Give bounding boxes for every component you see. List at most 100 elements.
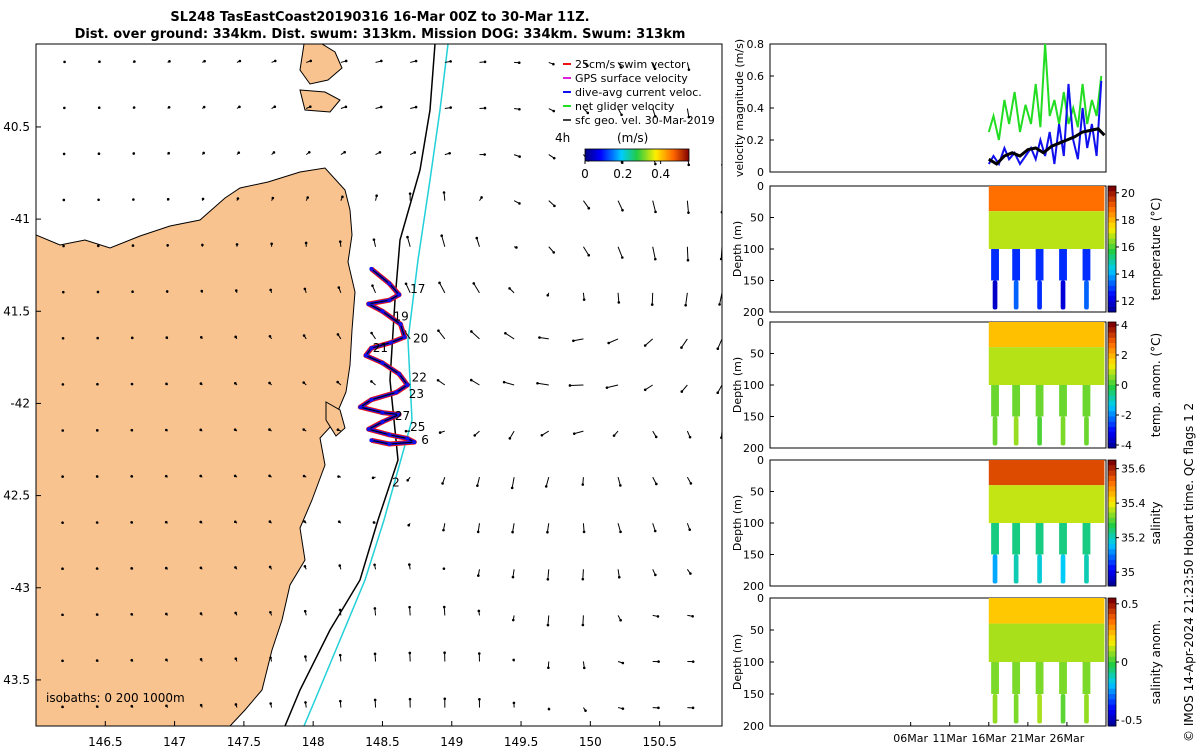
vector-head <box>408 563 411 566</box>
track-point <box>387 298 392 303</box>
surface-vector <box>476 237 480 247</box>
vector-head <box>654 435 658 439</box>
surface-vector <box>407 236 411 247</box>
surface-vector <box>441 235 446 247</box>
isobath-label: isobaths: 0 200 1000m <box>46 691 185 705</box>
y-tick-label: -43 <box>10 581 30 595</box>
vector-head <box>379 105 383 109</box>
vector-head <box>309 59 313 63</box>
y-tick-label: 150 <box>743 549 764 562</box>
surface-vector <box>681 338 688 348</box>
x-tick-label: 148.5 <box>365 735 399 749</box>
colorbar-segment <box>1108 254 1116 260</box>
vector-head <box>61 383 65 386</box>
vector-head <box>483 153 486 156</box>
colorbar-tick-label: 16 <box>1121 241 1135 254</box>
legend-label: net glider velocity <box>575 100 675 113</box>
vector-head <box>97 198 100 202</box>
surface-vector <box>582 569 584 580</box>
vector-head <box>303 565 307 568</box>
colorbar-segment <box>1108 390 1116 396</box>
vector-head <box>546 530 549 534</box>
temperature-panel: 0 50 100 150 200 Depth (m) 12 14 16 18 20 temperatu… <box>731 180 1163 319</box>
vector-head <box>234 611 237 615</box>
colorbar-segment <box>1108 549 1116 555</box>
day-label: 2 <box>392 475 400 489</box>
deep-trough <box>1060 554 1066 584</box>
y-tick-label: 50 <box>750 348 764 361</box>
colorbar-tick-label: 20 <box>1121 187 1135 200</box>
map-x-axis: 146.5 147 147.5 148 148.5 149 149.5 150 150.5 <box>88 721 677 749</box>
surface-vector <box>686 246 689 261</box>
x-tick-label: 150 <box>579 735 602 749</box>
vector-head <box>373 652 377 656</box>
surface-layer <box>988 598 1105 624</box>
vector-head <box>199 335 203 339</box>
vector-head <box>233 520 237 524</box>
vector-head <box>443 651 446 655</box>
vector-head <box>619 66 623 69</box>
vector-head <box>442 528 445 532</box>
colorbar-segment <box>1108 207 1116 213</box>
vector-head <box>547 666 550 670</box>
colorbar-segment <box>1108 259 1116 266</box>
vector-head <box>302 474 306 478</box>
vector-head <box>518 107 521 111</box>
colorbar-segment <box>1108 301 1116 308</box>
day-label: 21 <box>373 341 388 355</box>
vector-head <box>512 701 516 705</box>
deep-profile <box>1035 662 1044 694</box>
colorbar-segment <box>1108 570 1116 576</box>
deep-profile <box>991 385 999 417</box>
colorbar-segment <box>1108 688 1116 695</box>
colorbar-segment <box>1108 580 1116 587</box>
vector-head <box>643 344 647 347</box>
x-tick-label: 147.5 <box>227 735 261 749</box>
deep-trough <box>1060 280 1066 310</box>
vector-head <box>477 574 480 577</box>
vector-head <box>95 475 99 478</box>
map-y-axis: 40.5 -41 41.5 -42 42.5 -43 43.5 <box>3 120 41 687</box>
vector-head <box>413 151 417 154</box>
surface-vector <box>539 337 549 340</box>
colorbar-tick-label: 35.2 <box>1121 532 1146 545</box>
legend-item-gps: GPS surface velocity <box>563 72 688 85</box>
colorbar-tick-label: 0.2 <box>613 167 632 181</box>
vector-head <box>370 331 373 335</box>
vector-head <box>202 105 206 109</box>
surface-vector <box>512 523 515 533</box>
mid-layer <box>988 623 1105 662</box>
vector-head <box>448 151 451 155</box>
vector-head <box>716 347 720 351</box>
vector-head <box>61 613 64 617</box>
colorbar-segment <box>1108 421 1116 428</box>
deep-profile <box>1059 662 1067 694</box>
vector-head <box>617 575 621 579</box>
vector-head <box>61 290 65 294</box>
vector-head <box>414 105 418 109</box>
vector-head <box>303 287 307 291</box>
colorbar-segment <box>1108 662 1116 668</box>
y-tick-label: 50 <box>750 486 764 499</box>
vector-head <box>621 707 625 710</box>
vector-head <box>408 697 412 701</box>
vector-head <box>540 433 544 437</box>
vector-head <box>269 288 272 292</box>
vector-head <box>201 243 204 247</box>
deep-profile <box>1059 385 1067 417</box>
vector-head <box>437 329 440 333</box>
vector-head <box>271 196 275 200</box>
track-point <box>369 438 374 443</box>
colorbar-segment <box>1108 432 1116 438</box>
vector-head <box>475 236 479 240</box>
colorbar-segment <box>1108 406 1116 412</box>
vector-head <box>309 105 312 108</box>
colorbar-segment <box>1108 348 1116 354</box>
y-tick-label: 50 <box>750 212 764 225</box>
deep-profile <box>1012 385 1021 417</box>
colorbar-segment <box>1108 222 1116 229</box>
surface-vector <box>476 477 480 486</box>
vector-head <box>552 109 556 113</box>
colorbar-segment <box>1108 228 1116 234</box>
deep-profile <box>991 523 999 555</box>
